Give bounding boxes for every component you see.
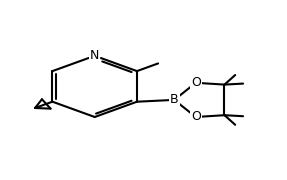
Text: B: B <box>170 93 179 106</box>
Text: N: N <box>90 49 99 62</box>
Text: O: O <box>191 111 201 123</box>
Text: O: O <box>191 76 201 89</box>
